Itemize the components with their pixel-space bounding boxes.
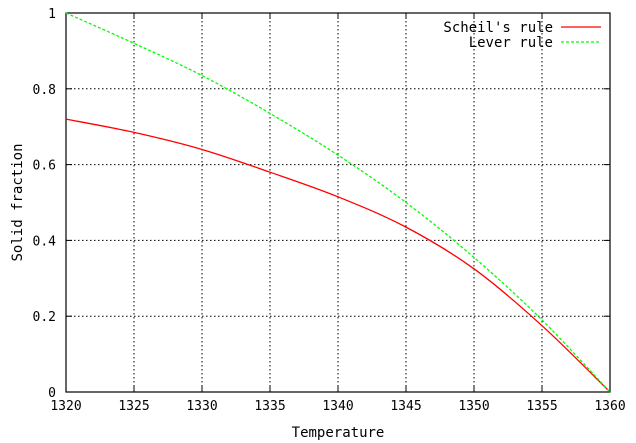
x-tick-labels: 1320 1325 1330 1335 1340 1345 1350 1355 1360 xyxy=(50,399,625,414)
grid-lines xyxy=(66,13,610,392)
y-tick-label: 1 xyxy=(48,7,56,22)
series-line-scheil xyxy=(65,118,611,393)
y-axis-label: Solid fraction xyxy=(10,143,26,261)
y-tick-label: 0.2 xyxy=(33,310,56,325)
x-tick-label: 1350 xyxy=(458,399,489,414)
series-layer xyxy=(65,12,611,393)
x-tick-label: 1325 xyxy=(118,399,149,414)
x-tick-label: 1360 xyxy=(594,399,625,414)
x-axis-label: Temperature xyxy=(292,425,385,441)
x-tick-label: 1355 xyxy=(526,399,557,414)
y-tick-label: 0.6 xyxy=(33,159,56,174)
y-tick-label: 0.8 xyxy=(33,83,56,98)
y-tick-label: 0 xyxy=(48,386,56,401)
y-tick-label: 0.4 xyxy=(33,234,57,249)
legend-label-scheil: Scheil's rule xyxy=(443,20,553,36)
series-line-lever xyxy=(65,12,611,393)
x-tick-label: 1340 xyxy=(322,399,353,414)
x-tick-label: 1345 xyxy=(390,399,421,414)
x-tick-label: 1320 xyxy=(50,399,81,414)
tick-marks xyxy=(65,12,611,393)
y-tick-labels: 0 0.2 0.4 0.6 0.8 1 xyxy=(33,7,57,401)
x-tick-label: 1335 xyxy=(254,399,285,414)
legend-label-lever: Lever rule xyxy=(469,35,553,51)
x-tick-label: 1330 xyxy=(186,399,217,414)
